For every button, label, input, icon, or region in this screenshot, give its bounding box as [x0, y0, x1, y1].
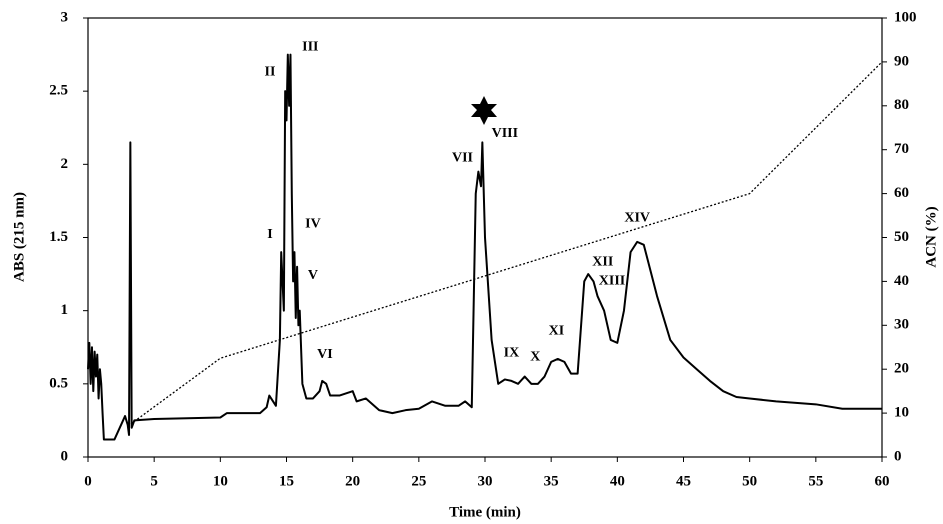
- star-marker: [471, 96, 497, 125]
- y2-tick-label: 50: [894, 229, 909, 245]
- y2-tick-label: 10: [894, 405, 909, 421]
- x-tick-label: 5: [150, 473, 158, 489]
- y2-tick-label: 70: [894, 141, 909, 157]
- x-tick-label: 0: [84, 473, 92, 489]
- y2-tick-label: 80: [894, 97, 909, 113]
- absorbance-line: [87, 53, 882, 441]
- y2-tick-label: 40: [894, 273, 909, 289]
- y2-tick-label: 90: [894, 53, 909, 69]
- peak-label: I: [267, 227, 272, 242]
- x-tick-label: 20: [345, 473, 360, 489]
- y-tick-label: 2: [61, 156, 69, 172]
- peak-label: XII: [592, 255, 613, 270]
- x-tick-label: 10: [213, 473, 228, 489]
- y-tick-label: 3: [61, 9, 69, 25]
- peak-label: IV: [305, 217, 321, 232]
- x-tick-label: 35: [544, 473, 559, 489]
- y-tick-label: 1.5: [49, 229, 68, 245]
- peak-label: V: [308, 268, 318, 283]
- x-axis-title: Time (min): [449, 504, 521, 520]
- x-tick-label: 55: [808, 473, 823, 489]
- peak-label: VIII: [492, 126, 518, 141]
- x-tick-label: 60: [875, 473, 890, 489]
- y2-tick-label: 60: [894, 185, 909, 201]
- y2-tick-label: 100: [894, 9, 917, 25]
- y2-tick-label: 20: [894, 361, 909, 377]
- x-tick-label: 40: [610, 473, 625, 489]
- y2-tick-label: 30: [894, 317, 909, 333]
- gradient-line: [127, 61, 883, 427]
- peak-label: II: [265, 64, 276, 79]
- peak-label: XIV: [624, 211, 650, 226]
- y2-tick-label: 0: [894, 448, 902, 464]
- x-tick-label: 25: [411, 473, 426, 489]
- y2-axis-title: ACN (%): [923, 206, 939, 267]
- y-tick-label: 2.5: [49, 83, 68, 99]
- y-tick-label: 0.5: [49, 375, 68, 391]
- y-tick-label: 1: [61, 302, 69, 318]
- peak-label: III: [302, 39, 318, 54]
- x-tick-label: 45: [676, 473, 691, 489]
- peak-label: VII: [452, 151, 473, 166]
- peak-label: IX: [504, 345, 520, 360]
- x-tick-label: 50: [742, 473, 757, 489]
- peak-label: XIII: [599, 274, 625, 289]
- peak-label: XI: [549, 323, 565, 338]
- peak-label: VI: [317, 347, 333, 362]
- peak-label: X: [530, 350, 540, 365]
- x-tick-label: 15: [279, 473, 294, 489]
- x-tick-label: 30: [478, 473, 493, 489]
- y-axis-title: ABS (215 nm): [11, 192, 27, 282]
- y-tick-label: 0: [61, 448, 69, 464]
